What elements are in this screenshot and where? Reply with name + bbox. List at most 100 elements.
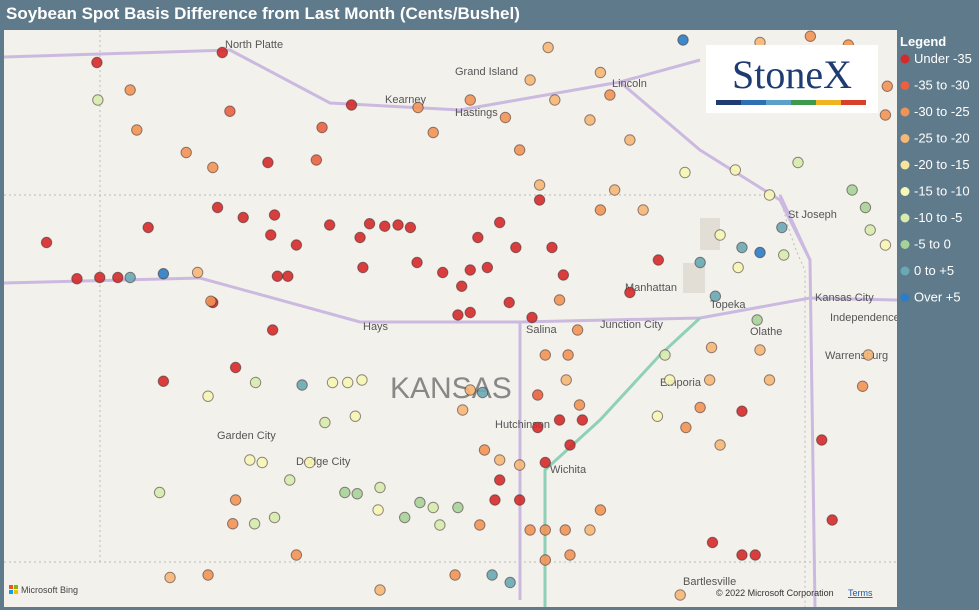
station-dot	[323, 219, 336, 231]
station-dot	[326, 376, 339, 389]
legend-label: -30 to -25	[914, 104, 970, 119]
station-dot	[124, 84, 136, 96]
station-dot	[533, 179, 546, 191]
station-dot	[345, 99, 358, 111]
station-dot	[526, 311, 538, 324]
station-dot	[562, 349, 574, 361]
station-dot	[816, 434, 828, 446]
station-dot	[357, 261, 369, 274]
station-dot	[576, 414, 589, 426]
station-dot	[532, 389, 544, 401]
station-dot	[714, 439, 726, 451]
station-dot	[342, 376, 354, 389]
station-dot	[776, 221, 788, 234]
station-dot	[524, 74, 536, 86]
legend-label: 0 to +5	[914, 263, 954, 278]
place-label: Hays	[363, 321, 389, 333]
station-dot	[404, 221, 417, 234]
legend-swatch	[900, 160, 910, 170]
legend-swatch	[900, 81, 910, 90]
station-dot	[879, 239, 892, 251]
station-dot	[316, 121, 328, 134]
station-dot	[736, 241, 748, 254]
station-dot	[804, 30, 817, 42]
station-dot	[262, 156, 274, 169]
place-label: Manhattan	[625, 282, 677, 294]
station-dot	[94, 271, 106, 284]
station-dot	[216, 46, 229, 59]
station-dot	[539, 456, 551, 469]
logo-bar	[816, 100, 841, 105]
place-label: Lincoln	[612, 78, 647, 90]
station-dot	[131, 124, 143, 136]
station-dot	[499, 111, 512, 124]
land-area	[700, 218, 720, 250]
station-dot	[751, 314, 763, 326]
station-dot	[256, 456, 268, 469]
station-dot	[304, 456, 316, 469]
legend-label: Over +5	[914, 290, 961, 305]
state-label: KANSAS	[390, 372, 512, 405]
station-dot	[489, 494, 501, 506]
station-dot	[363, 218, 376, 230]
station-dot	[705, 341, 718, 354]
station-dot	[249, 376, 262, 389]
place-label: Hastings	[455, 107, 498, 119]
station-dot	[706, 536, 719, 549]
place-label: Topeka	[710, 299, 746, 311]
station-dot	[659, 349, 671, 361]
station-dot	[392, 219, 404, 231]
logo-bar	[841, 100, 866, 105]
station-dot	[680, 421, 692, 434]
station-dot	[374, 584, 386, 596]
legend-swatch	[900, 266, 910, 276]
station-dot	[571, 324, 584, 336]
station-dot	[452, 501, 464, 514]
bing-logo	[9, 590, 13, 594]
place-label: Kansas City	[815, 292, 874, 304]
station-dot	[624, 134, 636, 146]
station-dot	[472, 231, 484, 244]
station-dot	[494, 216, 506, 229]
station-dot	[339, 486, 351, 499]
station-dot	[157, 268, 170, 280]
station-dot	[553, 414, 566, 426]
station-dot	[290, 239, 303, 251]
station-dot	[244, 454, 256, 466]
station-dot	[542, 41, 554, 54]
station-dot	[513, 494, 526, 506]
legend-swatch	[900, 54, 910, 64]
station-dot	[282, 270, 294, 282]
station-dot	[207, 161, 219, 174]
station-dot	[284, 474, 296, 486]
station-dot	[427, 501, 439, 514]
station-dot	[637, 204, 649, 216]
legend-label: -5 to 0	[914, 237, 951, 252]
terms-link[interactable]: Terms	[848, 588, 873, 598]
legend-swatch	[900, 240, 910, 249]
state-border	[779, 194, 806, 607]
station-dot	[792, 156, 804, 169]
station-dot	[652, 254, 665, 266]
station-dot	[862, 349, 874, 361]
station-dot	[763, 189, 776, 201]
station-dot	[546, 241, 558, 254]
station-dot	[91, 56, 103, 69]
station-dot	[180, 146, 192, 159]
station-dot	[624, 286, 636, 299]
station-dot	[374, 481, 386, 494]
station-dot	[351, 488, 363, 500]
borders	[4, 30, 897, 607]
station-dot	[478, 444, 491, 456]
place-label: Junction City	[600, 319, 663, 331]
station-dot	[157, 375, 170, 387]
station-dot	[504, 576, 516, 589]
station-dot	[749, 549, 761, 561]
stations	[40, 30, 893, 601]
station-dot	[532, 421, 544, 434]
station-dot	[464, 306, 476, 319]
station-dot	[651, 410, 664, 422]
station-dot	[539, 349, 551, 361]
station-dot	[859, 201, 872, 214]
legend-swatch	[900, 187, 910, 196]
